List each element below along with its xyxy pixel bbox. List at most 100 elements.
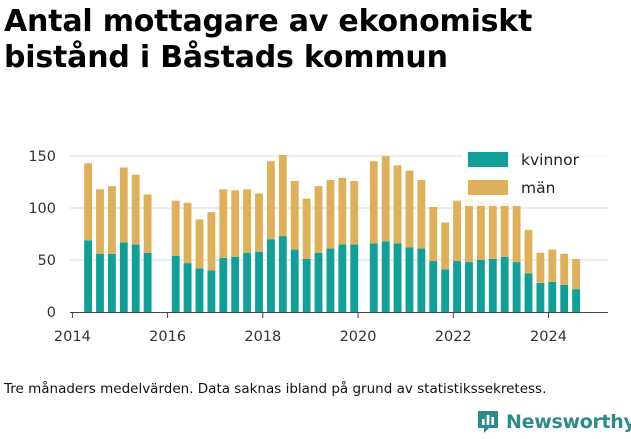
bar-kvinnor xyxy=(369,243,378,312)
bar-man xyxy=(453,200,462,262)
bar-kvinnor xyxy=(326,248,335,312)
bar-man xyxy=(96,189,104,254)
bar-man xyxy=(314,186,323,253)
bar-kvinnor xyxy=(255,251,263,312)
bar-kvinnor xyxy=(207,270,216,312)
legend-label-man: män xyxy=(521,179,555,197)
x-axis-ticks: 2014 2016 2018 2020 2022 2024 xyxy=(54,312,567,345)
bar-man xyxy=(183,202,192,264)
bar-kvinnor xyxy=(266,239,275,312)
bar-kvinnor xyxy=(243,252,252,312)
brand-logo[interactable]: Newsworthy xyxy=(476,409,631,435)
bar-man xyxy=(84,163,93,241)
bar-man xyxy=(171,200,180,256)
bar-man xyxy=(524,229,533,274)
bar-man xyxy=(195,219,204,269)
x-tick-label: 2024 xyxy=(530,329,567,345)
bar-man xyxy=(119,167,128,243)
bar-man xyxy=(488,200,497,259)
bar-kvinnor xyxy=(231,256,240,312)
bar-kvinnor xyxy=(195,268,204,312)
x-tick-label: 2014 xyxy=(54,329,91,345)
bar-kvinnor xyxy=(393,243,402,312)
y-tick-label: 150 xyxy=(28,149,56,165)
bar-kvinnor xyxy=(465,262,473,312)
y-axis-ticks: 0 50 100 150 xyxy=(28,149,56,321)
bar-man xyxy=(107,186,116,254)
bar-kvinnor xyxy=(417,248,426,312)
bar-kvinnor xyxy=(290,249,299,312)
legend-label-kvinnor: kvinnor xyxy=(521,151,580,169)
bar-man xyxy=(131,174,140,245)
x-tick-label: 2016 xyxy=(149,329,186,345)
bar-kvinnor xyxy=(536,282,545,312)
bar-man xyxy=(429,206,438,262)
bar-kvinnor xyxy=(453,261,462,312)
bar-kvinnor xyxy=(548,281,557,312)
bar-kvinnor xyxy=(524,273,533,312)
bar-kvinnor xyxy=(560,284,569,312)
bar-man xyxy=(500,202,509,257)
bar-man xyxy=(278,154,287,237)
bar-kvinnor xyxy=(338,244,347,312)
bar-man xyxy=(231,190,240,257)
bar-man xyxy=(512,205,521,263)
bar-chart: 0 50 100 150 2014 2016 2018 2020 2022 2024 kvinn… xyxy=(28,140,612,345)
x-tick-label: 2018 xyxy=(244,329,281,345)
chart-title: Antal mottagare av ekonomiskt bistånd i … xyxy=(4,4,533,75)
bar-man xyxy=(476,200,485,260)
bar-kvinnor xyxy=(278,236,287,312)
bar-kvinnor xyxy=(488,258,497,312)
bar-man xyxy=(441,222,450,270)
bar-man xyxy=(465,198,473,263)
bar-kvinnor xyxy=(119,242,128,312)
bar-kvinnor xyxy=(96,253,104,312)
bar-man xyxy=(143,194,152,253)
y-tick-label: 100 xyxy=(28,201,56,217)
bar-kvinnor xyxy=(350,244,359,312)
bar-kvinnor xyxy=(572,289,581,312)
bar-kvinnor xyxy=(441,269,450,312)
bar-kvinnor xyxy=(183,263,192,312)
bar-man xyxy=(560,253,569,285)
bar-man xyxy=(266,161,275,240)
bar-kvinnor xyxy=(143,252,152,312)
bar-kvinnor xyxy=(429,261,438,312)
x-tick-label: 2022 xyxy=(435,329,472,345)
bar-kvinnor xyxy=(219,257,228,312)
bar-man xyxy=(417,179,426,249)
bar-man xyxy=(207,212,216,271)
bar-kvinnor xyxy=(107,253,116,312)
brand-name: Newsworthy xyxy=(506,411,631,433)
bar-kvinnor xyxy=(131,244,140,312)
bar-man xyxy=(243,189,252,253)
bar-man xyxy=(572,258,581,290)
legend-swatch-kvinnor xyxy=(468,152,508,167)
legend: kvinnor män xyxy=(462,140,612,206)
x-tick-label: 2020 xyxy=(340,329,377,345)
bar-kvinnor xyxy=(84,240,93,312)
bar-man xyxy=(393,165,402,244)
bar-man xyxy=(405,170,414,248)
y-tick-label: 50 xyxy=(38,253,56,269)
bar-kvinnor xyxy=(381,241,390,312)
bar-kvinnor xyxy=(314,252,323,312)
chart-caption: Tre månaders medelvärden. Data saknas ib… xyxy=(4,381,547,397)
bar-kvinnor xyxy=(171,255,180,312)
bar-kvinnor xyxy=(500,256,509,312)
bar-man xyxy=(548,249,557,282)
newsworthy-logo-icon xyxy=(478,411,498,433)
bar-man xyxy=(290,180,299,250)
y-tick-label: 0 xyxy=(47,305,56,321)
bar-man xyxy=(338,177,347,245)
legend-swatch-man xyxy=(468,180,508,195)
bar-kvinnor xyxy=(512,262,521,312)
bar-man xyxy=(369,161,378,244)
bar-kvinnor xyxy=(302,258,311,312)
bar-man xyxy=(302,198,311,259)
bar-kvinnor xyxy=(405,247,414,312)
bar-kvinnor xyxy=(476,260,485,312)
bar-man xyxy=(381,156,390,242)
bar-man xyxy=(326,179,335,249)
bar-man xyxy=(536,252,545,283)
